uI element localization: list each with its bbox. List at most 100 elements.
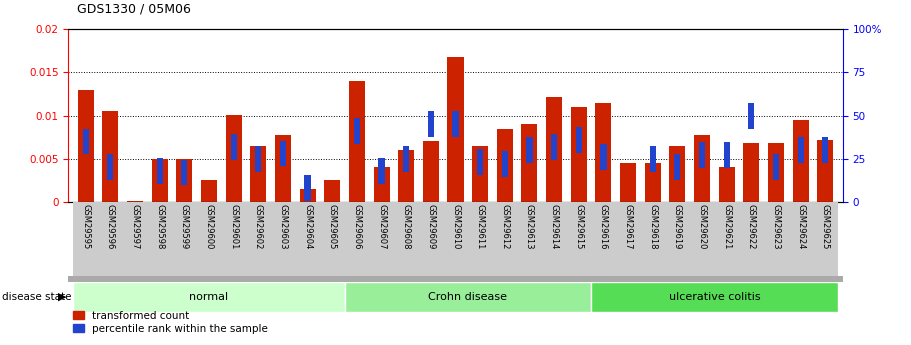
Bar bbox=[127, 201, 143, 202]
Text: GSM29613: GSM29613 bbox=[525, 204, 534, 249]
Text: GSM29600: GSM29600 bbox=[204, 204, 213, 249]
Bar bbox=[739, 202, 763, 276]
Bar bbox=[665, 202, 690, 276]
Legend: transformed count, percentile rank within the sample: transformed count, percentile rank withi… bbox=[69, 307, 272, 338]
Bar bbox=[719, 167, 735, 202]
Bar bbox=[743, 143, 760, 202]
Text: GSM29612: GSM29612 bbox=[500, 204, 509, 249]
Bar bbox=[788, 202, 814, 276]
Bar bbox=[674, 155, 681, 180]
Bar bbox=[493, 202, 517, 276]
Bar bbox=[107, 155, 113, 180]
Bar bbox=[295, 202, 320, 276]
Text: GSM29619: GSM29619 bbox=[673, 204, 682, 249]
Bar bbox=[349, 81, 365, 202]
Text: GSM29611: GSM29611 bbox=[476, 204, 485, 249]
Text: GSM29596: GSM29596 bbox=[106, 204, 115, 249]
Bar bbox=[670, 146, 685, 202]
Bar bbox=[453, 111, 458, 137]
Bar bbox=[542, 202, 567, 276]
Bar bbox=[699, 142, 705, 168]
Text: disease state: disease state bbox=[2, 292, 71, 302]
Bar bbox=[83, 128, 88, 155]
Bar bbox=[73, 282, 344, 312]
Bar bbox=[793, 120, 809, 202]
Text: GSM29624: GSM29624 bbox=[796, 204, 805, 249]
Text: Crohn disease: Crohn disease bbox=[428, 292, 507, 302]
Bar bbox=[230, 134, 237, 159]
Bar bbox=[551, 134, 558, 159]
Bar bbox=[521, 124, 537, 202]
Bar bbox=[304, 175, 311, 201]
Bar bbox=[546, 97, 562, 202]
Bar bbox=[576, 127, 582, 152]
Bar bbox=[221, 202, 246, 276]
Bar bbox=[418, 202, 443, 276]
Bar bbox=[763, 202, 788, 276]
Bar bbox=[226, 115, 241, 202]
Bar bbox=[591, 282, 838, 312]
Bar bbox=[616, 202, 640, 276]
Bar bbox=[443, 202, 468, 276]
Bar bbox=[567, 202, 591, 276]
Bar bbox=[823, 137, 828, 163]
Text: GSM29615: GSM29615 bbox=[574, 204, 583, 249]
Text: GSM29606: GSM29606 bbox=[353, 204, 362, 249]
Text: GSM29618: GSM29618 bbox=[649, 204, 658, 249]
Bar bbox=[694, 135, 710, 202]
Bar bbox=[398, 150, 415, 202]
Bar bbox=[496, 128, 513, 202]
Bar bbox=[201, 180, 217, 202]
Text: GSM29610: GSM29610 bbox=[451, 204, 460, 249]
Text: GSM29598: GSM29598 bbox=[155, 204, 164, 249]
Bar bbox=[271, 202, 295, 276]
Bar bbox=[502, 151, 507, 177]
Bar bbox=[181, 159, 188, 186]
Bar bbox=[798, 137, 804, 163]
Text: GSM29623: GSM29623 bbox=[772, 204, 781, 249]
Text: GSM29607: GSM29607 bbox=[377, 204, 386, 249]
Bar bbox=[197, 202, 221, 276]
Bar bbox=[324, 180, 340, 202]
Bar bbox=[517, 202, 542, 276]
Bar bbox=[102, 111, 118, 202]
Text: GSM29621: GSM29621 bbox=[722, 204, 732, 249]
Bar bbox=[600, 144, 607, 170]
Text: GSM29620: GSM29620 bbox=[698, 204, 707, 249]
Bar bbox=[447, 57, 464, 202]
Bar bbox=[148, 202, 172, 276]
Bar bbox=[369, 202, 394, 276]
Bar bbox=[123, 202, 148, 276]
Text: ulcerative colitis: ulcerative colitis bbox=[669, 292, 761, 302]
Text: normal: normal bbox=[189, 292, 229, 302]
Text: GSM29602: GSM29602 bbox=[253, 204, 262, 249]
Bar bbox=[817, 140, 834, 202]
Text: GSM29603: GSM29603 bbox=[279, 204, 287, 249]
Bar bbox=[300, 189, 315, 202]
Text: GSM29597: GSM29597 bbox=[130, 204, 139, 249]
Text: GSM29622: GSM29622 bbox=[747, 204, 756, 249]
Bar bbox=[320, 202, 344, 276]
Bar bbox=[353, 118, 360, 144]
Text: GSM29608: GSM29608 bbox=[402, 204, 411, 249]
Bar bbox=[151, 159, 168, 202]
Text: GSM29625: GSM29625 bbox=[821, 204, 830, 249]
Bar bbox=[404, 146, 409, 172]
Bar bbox=[620, 163, 636, 202]
Text: GSM29609: GSM29609 bbox=[426, 204, 435, 249]
Bar bbox=[714, 202, 739, 276]
Text: ▶: ▶ bbox=[58, 292, 67, 302]
Bar bbox=[246, 202, 271, 276]
Text: GSM29601: GSM29601 bbox=[229, 204, 238, 249]
Bar bbox=[477, 149, 483, 175]
Bar bbox=[378, 158, 384, 184]
Bar bbox=[690, 202, 714, 276]
Text: GSM29595: GSM29595 bbox=[81, 204, 90, 249]
Bar bbox=[344, 202, 369, 276]
Text: GSM29617: GSM29617 bbox=[624, 204, 632, 249]
Bar bbox=[723, 142, 730, 168]
Text: GSM29604: GSM29604 bbox=[303, 204, 312, 249]
Bar bbox=[645, 163, 660, 202]
Bar bbox=[773, 155, 779, 180]
Bar bbox=[255, 146, 261, 172]
